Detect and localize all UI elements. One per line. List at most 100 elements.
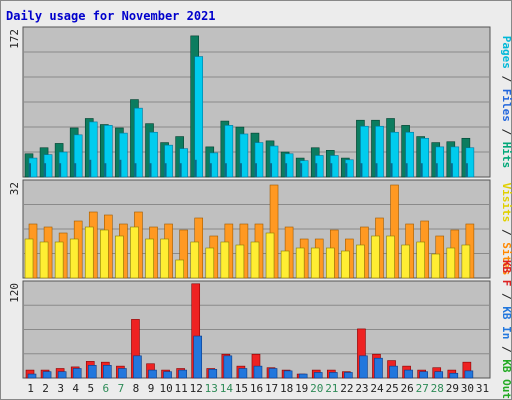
kb-in-bar bbox=[238, 368, 248, 379]
kb-in-bar bbox=[268, 368, 278, 379]
files-bar bbox=[149, 131, 158, 178]
visits-bar bbox=[310, 247, 320, 279]
x-tick-label: 3 bbox=[57, 382, 64, 395]
files-bar bbox=[465, 147, 475, 178]
files-bar bbox=[164, 144, 173, 178]
files-bar bbox=[239, 133, 249, 178]
visits-bar bbox=[341, 250, 350, 279]
x-tick-label: 28 bbox=[431, 382, 444, 395]
x-tick-label: 31 bbox=[476, 382, 489, 395]
x-tick-label: 13 bbox=[205, 382, 218, 395]
files-bar bbox=[179, 148, 188, 178]
x-tick-label: 24 bbox=[370, 382, 384, 395]
side-legend: Visits / Sites bbox=[500, 183, 512, 276]
kb-in-bar bbox=[42, 371, 52, 379]
pages-bar bbox=[89, 159, 92, 177]
x-tick-label: 26 bbox=[401, 382, 414, 395]
visits-bar bbox=[205, 247, 215, 279]
kb-in-bar bbox=[163, 371, 172, 379]
x-tick-label: 30 bbox=[461, 382, 474, 395]
visits-bar bbox=[84, 226, 94, 279]
files-bar bbox=[360, 125, 369, 178]
y-max-label: 120 bbox=[8, 283, 21, 303]
pages-bar bbox=[149, 163, 152, 177]
files-bar bbox=[134, 107, 143, 178]
pages-bar bbox=[224, 163, 227, 177]
legend-entry: Hits bbox=[500, 142, 512, 169]
visits-bar bbox=[295, 247, 305, 279]
pages-bar bbox=[330, 163, 333, 177]
pages-bar bbox=[209, 163, 212, 177]
x-axis-labels: 1 2 3 4 5 6 7 8 9 10 11 12 13 14 15 16 17 18 19 20 21 22 23 24 2… bbox=[27, 382, 489, 395]
pages-bar bbox=[315, 163, 318, 177]
x-tick-label: 6 bbox=[103, 382, 110, 395]
x-tick-label: 14 bbox=[220, 382, 234, 395]
x-tick-label: 25 bbox=[385, 382, 398, 395]
kb-in-bar bbox=[87, 365, 97, 379]
legend-entry: Visits bbox=[500, 183, 512, 223]
kb-in-bar bbox=[449, 372, 459, 379]
kb-in-bar bbox=[208, 368, 218, 379]
kb-in-bar bbox=[148, 369, 157, 379]
side-legend: Pages / Files / Hits bbox=[500, 36, 512, 169]
y-max-label: 172 bbox=[8, 29, 21, 49]
kb-in-bar bbox=[253, 365, 263, 379]
legend-entry: Files bbox=[500, 89, 512, 122]
files-bar bbox=[375, 125, 384, 178]
visits-bar bbox=[356, 244, 365, 279]
legend-entry: Sites bbox=[500, 242, 512, 275]
x-tick-label: 27 bbox=[416, 382, 429, 395]
files-bar bbox=[224, 125, 234, 178]
pages-bar bbox=[179, 163, 182, 177]
kb-in-bar bbox=[178, 369, 187, 379]
x-tick-label: 20 bbox=[310, 382, 323, 395]
x-tick-label: 1 bbox=[27, 382, 34, 395]
pages-bar bbox=[134, 163, 137, 177]
kb-in-bar bbox=[328, 372, 338, 379]
files-bar bbox=[254, 142, 264, 178]
visits-bar bbox=[220, 241, 230, 279]
kb-in-bar bbox=[223, 355, 233, 379]
x-tick-label: 16 bbox=[250, 382, 263, 395]
visits-bar bbox=[54, 241, 64, 279]
visits-bar bbox=[446, 247, 456, 279]
kb-in-bar bbox=[57, 371, 67, 379]
pages-bar bbox=[194, 159, 197, 177]
x-tick-label: 29 bbox=[446, 382, 459, 395]
legend-entry: Pages bbox=[500, 36, 512, 69]
pages-bar bbox=[59, 163, 62, 177]
files-bar bbox=[73, 134, 83, 178]
files-bar bbox=[435, 146, 445, 178]
side-legend: KB F / KB In / KB Out bbox=[500, 260, 512, 399]
x-tick-label: 5 bbox=[87, 382, 94, 395]
chart-title: Daily usage for November 2021 bbox=[6, 9, 216, 23]
files-bar bbox=[104, 125, 113, 178]
pages-bar bbox=[270, 163, 273, 177]
pages-bar bbox=[420, 163, 423, 177]
kb-in-bar bbox=[193, 335, 203, 379]
visits-bar bbox=[130, 226, 139, 279]
visits-bar bbox=[69, 238, 79, 279]
visits-bar bbox=[280, 250, 290, 279]
visits-bar bbox=[39, 241, 49, 279]
x-tick-label: 23 bbox=[355, 382, 368, 395]
visits-bar bbox=[250, 241, 260, 279]
pages-bar bbox=[285, 163, 288, 177]
pages-bar bbox=[465, 163, 468, 177]
pages-bar bbox=[300, 163, 303, 177]
pages-bar bbox=[29, 163, 31, 177]
legend-entry: KB In bbox=[500, 306, 512, 339]
x-tick-label: 21 bbox=[325, 382, 338, 395]
kb-in-bar bbox=[27, 373, 37, 379]
x-tick-label: 9 bbox=[148, 382, 155, 395]
visits-bar bbox=[175, 259, 184, 279]
kb-in-bar bbox=[133, 355, 142, 379]
pages-bar bbox=[390, 163, 393, 177]
legend-entry: KB F bbox=[500, 260, 512, 287]
pages-bar bbox=[345, 163, 348, 177]
visits-bar bbox=[265, 232, 275, 279]
